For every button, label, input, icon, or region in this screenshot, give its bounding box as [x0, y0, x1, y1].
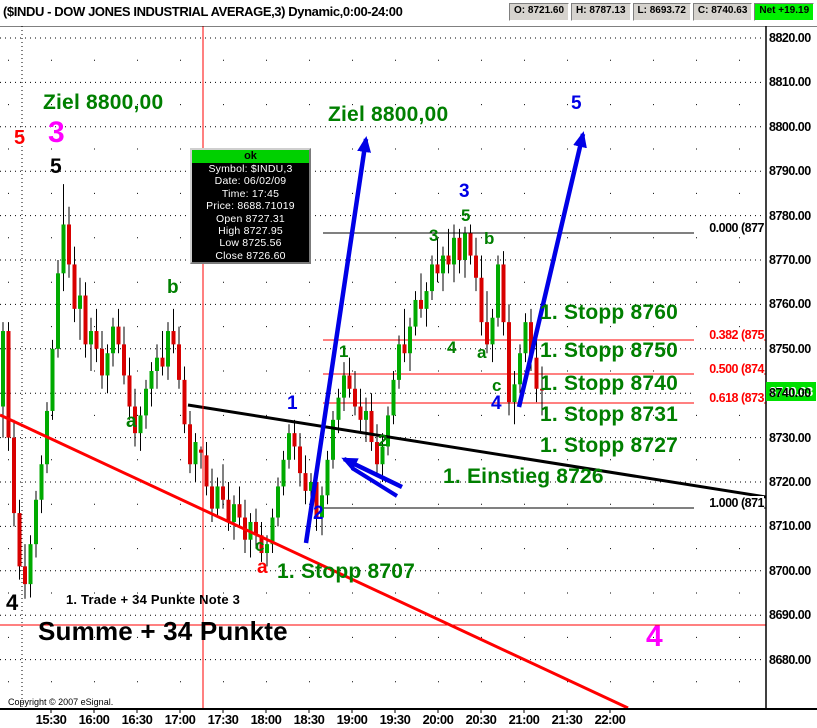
data-window-tooltip[interactable]: ok Symbol: $INDU,3 Date: 06/02/09 Time: 17…	[190, 148, 311, 265]
target-arrow-left	[303, 136, 372, 544]
tooltip-row: Low 8725.56	[219, 237, 282, 250]
chart-title: ($INDU - DOW JONES INDUSTRIAL AVERAGE,3)…	[3, 4, 403, 19]
target-arrow-right	[516, 131, 587, 408]
high-value: H: 8787.13	[571, 3, 631, 21]
tooltip-row: Price: 8688.71019	[206, 200, 295, 213]
tooltip-row: Close 8726.60	[215, 249, 286, 262]
net-change-badge: Net +19.19	[754, 3, 815, 21]
tooltip-row: Time: 17:45	[221, 187, 280, 200]
quote-summary: O: 8721.60 H: 8787.13 L: 8693.72 C: 8740…	[509, 3, 815, 21]
tooltip-row: Symbol: $INDU,3	[208, 163, 293, 175]
tooltip-header[interactable]: ok	[192, 150, 309, 163]
entry-arrow	[341, 456, 403, 490]
tooltip-body: Symbol: $INDU,3 Date: 06/02/09 Time: 17:45…	[192, 163, 309, 262]
tooltip-row: Date: 06/02/09	[214, 175, 287, 188]
fibonacci-lines[interactable]	[323, 232, 766, 509]
last-price-tag: 8740.63	[766, 382, 816, 401]
candlesticks	[1, 184, 544, 599]
chart-frame	[0, 25, 817, 713]
copyright-notice: Copyright © 2007 eSignal.	[8, 697, 114, 707]
annotation-arrows[interactable]	[303, 131, 587, 544]
tooltip-row: High 8727.95	[218, 225, 283, 238]
chart-title-bar: ($INDU - DOW JONES INDUSTRIAL AVERAGE,3)…	[0, 0, 817, 26]
black-trendline	[187, 403, 767, 499]
red-downtrend-line	[0, 413, 629, 710]
open-value: O: 8721.60	[509, 3, 570, 21]
trend-lines[interactable]	[0, 0, 767, 710]
tooltip-row: Open 8727.31	[216, 212, 285, 225]
close-value: C: 8740.63	[692, 3, 753, 21]
grid-lines	[0, 26, 764, 709]
low-value: L: 8693.72	[632, 3, 691, 21]
